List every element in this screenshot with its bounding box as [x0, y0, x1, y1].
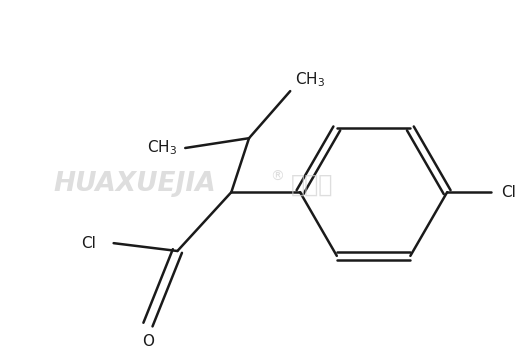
Text: CH$_3$: CH$_3$	[295, 70, 325, 89]
Text: CH$_3$: CH$_3$	[147, 138, 177, 157]
Text: Cl: Cl	[81, 236, 96, 251]
Text: O: O	[142, 334, 154, 349]
Text: ®: ®	[270, 169, 284, 184]
Text: 化学加: 化学加	[291, 172, 333, 197]
Text: HUAXUEJIA: HUAXUEJIA	[54, 172, 216, 198]
Text: Cl: Cl	[501, 185, 516, 200]
